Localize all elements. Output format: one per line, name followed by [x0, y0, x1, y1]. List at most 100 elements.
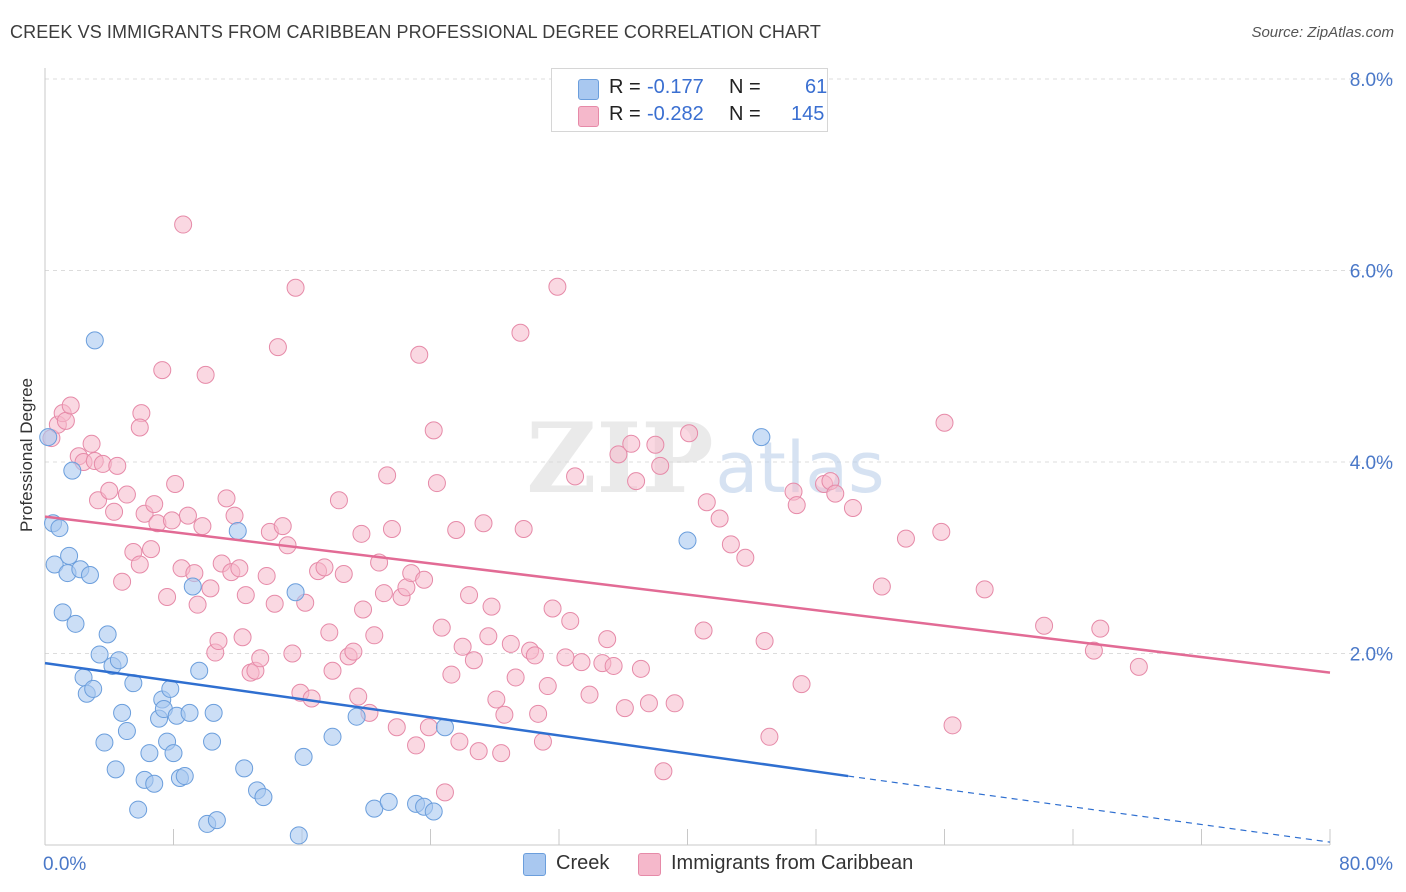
- x-tick-label: 0.0%: [43, 854, 86, 875]
- caribbean-point: [514, 520, 533, 539]
- creek-point: [85, 331, 104, 350]
- caribbean-point: [598, 630, 617, 649]
- watermark: ZIP atlas: [526, 402, 884, 515]
- creek-point: [289, 826, 308, 845]
- caribbean-point: [627, 472, 646, 491]
- creek-point: [39, 428, 58, 447]
- creek-points: [39, 331, 771, 845]
- caribbean-point: [736, 548, 755, 567]
- caribbean-point: [572, 653, 591, 672]
- creek-trend-line: [44, 661, 849, 778]
- caribbean-point: [178, 506, 197, 525]
- y-tick-label: 8.0%: [1350, 70, 1393, 91]
- caribbean-point: [105, 502, 124, 521]
- caribbean-point: [113, 572, 132, 591]
- caribbean-point: [511, 323, 530, 342]
- caribbean-point: [1084, 641, 1103, 660]
- caribbean-point: [193, 517, 212, 536]
- creek-point: [286, 583, 305, 602]
- caribbean-point: [487, 690, 506, 709]
- creek-point: [80, 565, 99, 584]
- caribbean-point: [469, 742, 488, 761]
- caribbean-point: [225, 506, 244, 525]
- creek-point: [117, 722, 136, 741]
- caribbean-point: [615, 699, 634, 718]
- creek-point: [129, 800, 148, 819]
- creek-point: [203, 732, 222, 751]
- caribbean-legend-label: Immigrants from Caribbean: [671, 852, 914, 874]
- caribbean-point: [975, 580, 994, 599]
- caribbean-point: [354, 600, 373, 619]
- caribbean-point: [251, 649, 270, 668]
- caribbean-point: [162, 511, 181, 530]
- caribbean-point: [61, 396, 80, 415]
- creek-point: [180, 703, 199, 722]
- caribbean-point: [145, 495, 164, 514]
- caribbean-point: [419, 718, 438, 737]
- caribbean-point: [631, 659, 650, 678]
- creek-point: [60, 546, 79, 565]
- creek-point: [106, 760, 125, 779]
- creek-point: [84, 679, 103, 698]
- caribbean-point: [622, 434, 641, 453]
- caribbean-point: [609, 445, 628, 464]
- creek-legend-swatch: [523, 853, 546, 876]
- caribbean-point: [315, 558, 334, 577]
- trend-lines: [44, 515, 1331, 843]
- caribbean-point: [506, 668, 525, 687]
- caribbean-point: [407, 736, 426, 755]
- caribbean-point: [826, 484, 845, 503]
- r-label: R =: [609, 76, 641, 98]
- creek-point: [347, 707, 366, 726]
- creek-point: [175, 767, 194, 786]
- caribbean-point: [230, 559, 249, 578]
- caribbean-point: [424, 421, 443, 440]
- caribbean-point: [329, 491, 348, 510]
- caribbean-point: [453, 637, 472, 656]
- caribbean-point: [604, 656, 623, 675]
- creek-point: [190, 661, 209, 680]
- y-tick-label: 6.0%: [1350, 262, 1393, 283]
- y-tick-label: 4.0%: [1350, 453, 1393, 474]
- caribbean-point: [268, 338, 287, 357]
- n-label: N =: [729, 76, 761, 98]
- caribbean-point: [108, 456, 127, 475]
- caribbean-trend-line: [44, 515, 1331, 674]
- caribbean-point: [935, 413, 954, 432]
- caribbean-point: [344, 642, 363, 661]
- caribbean-point: [792, 675, 811, 694]
- caribbean-point: [158, 588, 177, 607]
- caribbean-point: [548, 277, 567, 296]
- creek-point: [50, 519, 69, 538]
- caribbean-point: [721, 535, 740, 554]
- caribbean-point: [142, 540, 161, 559]
- axes: [44, 68, 1331, 846]
- caribbean-point: [1129, 657, 1148, 676]
- caribbean-point: [427, 474, 446, 493]
- caribbean-point: [464, 651, 483, 670]
- r-value: -0.177: [647, 76, 704, 98]
- caribbean-point: [320, 623, 339, 642]
- caribbean-point: [646, 435, 665, 454]
- caribbean-point: [236, 586, 255, 605]
- creek-point: [109, 651, 128, 670]
- caribbean-point: [580, 685, 599, 704]
- creek-point: [235, 759, 254, 778]
- caribbean-point: [755, 632, 774, 651]
- caribbean-point: [501, 634, 520, 653]
- creek-point: [95, 733, 114, 752]
- source-credit: Source: ZipAtlas.com: [1251, 24, 1394, 41]
- creek-point: [678, 531, 697, 550]
- x-tick-labels: 0.0% 80.0%: [43, 854, 1393, 875]
- caribbean-point: [680, 424, 699, 443]
- creek-point: [98, 625, 117, 644]
- caribbean-point: [566, 467, 585, 486]
- creek-point: [161, 679, 180, 698]
- caribbean-point: [349, 687, 368, 706]
- creek-point: [204, 703, 223, 722]
- caribbean-point: [257, 566, 276, 585]
- caribbean-legend-swatch: [638, 853, 661, 876]
- caribbean-point: [323, 661, 342, 680]
- creek-point: [53, 603, 72, 622]
- creek-point: [424, 802, 443, 821]
